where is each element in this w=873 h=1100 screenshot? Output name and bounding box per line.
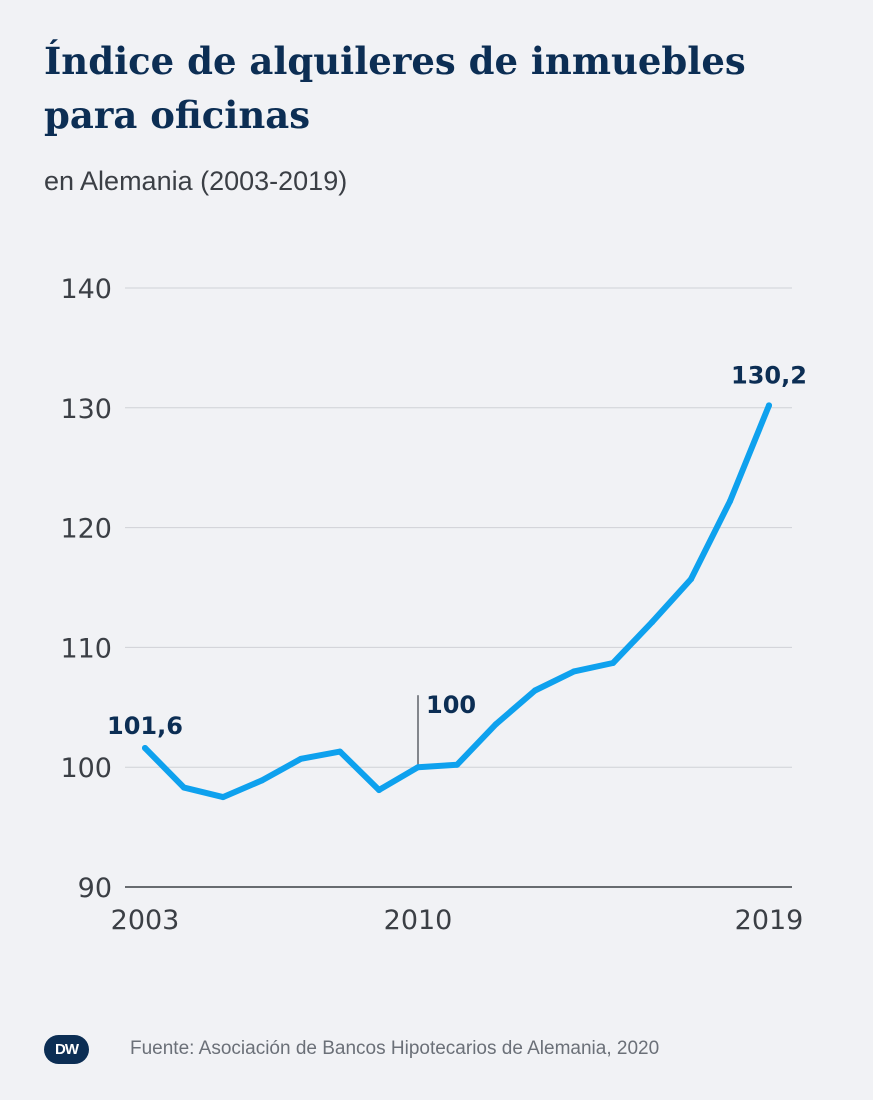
data-point-2003	[142, 745, 148, 752]
data-point-2008	[337, 748, 343, 755]
y-tick-label-140: 140	[60, 274, 112, 305]
line-chart: 90 100 110 120 130 140 2003 2010 2019 101,6 100 130…	[60, 274, 807, 936]
data-point-2004	[181, 784, 187, 791]
data-point-2016	[649, 619, 655, 626]
data-point-2010	[415, 764, 421, 771]
y-tick-label-110: 110	[60, 633, 112, 664]
y-tick-label-120: 120	[60, 514, 112, 545]
data-point-2015	[610, 659, 616, 666]
data-point-2014	[571, 668, 577, 675]
data-point-2009	[376, 786, 382, 793]
data-point-2017	[688, 576, 694, 583]
x-tick-label-2010: 2010	[384, 905, 453, 936]
data-label-2010: 100	[426, 691, 476, 719]
data-point-2013	[532, 687, 538, 694]
data-point-2005	[220, 794, 226, 801]
data-point-2011	[454, 761, 460, 768]
chart-title: Índice de alquileres de inmuebles para o…	[44, 34, 844, 142]
source-note: Fuente: Asociación de Bancos Hipotecario…	[130, 1038, 660, 1059]
chart-title-line-1: Índice de alquileres de inmuebles	[44, 39, 746, 83]
data-point-2012	[493, 721, 499, 728]
y-tick-label-130: 130	[60, 394, 112, 425]
data-point-2007	[298, 755, 304, 762]
data-label-2003: 101,6	[107, 712, 183, 740]
chart-subtitle: en Alemania (2003-2019)	[44, 166, 348, 196]
data-point-2006	[259, 777, 265, 784]
dw-logo: DW	[44, 1034, 89, 1064]
data-point-2018	[727, 498, 733, 505]
data-label-2019: 130,2	[731, 361, 807, 389]
series-line	[142, 402, 772, 801]
x-tick-label-2003: 2003	[111, 905, 180, 936]
chart-title-line-2: para oficinas	[44, 93, 311, 137]
footer: DW Fuente: Asociación de Bancos Hipoteca…	[44, 1032, 659, 1066]
x-tick-label-2019: 2019	[735, 905, 804, 936]
data-point-2019	[766, 402, 772, 409]
y-tick-label-90: 90	[78, 873, 112, 904]
y-tick-label-100: 100	[60, 753, 112, 784]
